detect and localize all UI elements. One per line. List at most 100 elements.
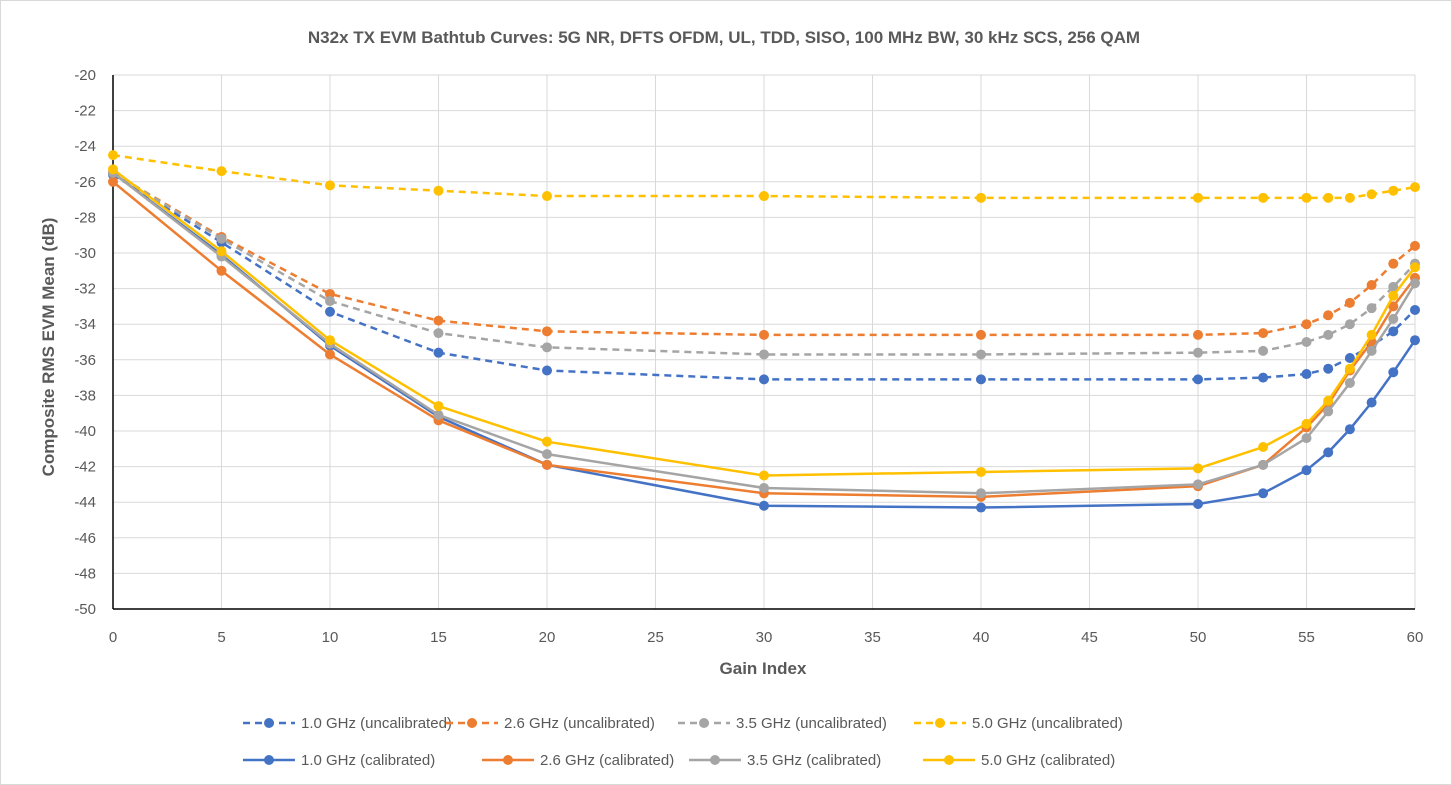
grid: [113, 74, 1416, 610]
data-point: [433, 347, 444, 358]
data-point: [542, 459, 552, 470]
data-point: [1258, 488, 1269, 499]
data-point: [1193, 479, 1203, 490]
y-tick-label: -32: [74, 281, 96, 298]
data-point: [325, 296, 335, 307]
x-axis-title: Gain Index: [720, 659, 807, 678]
data-point: [1366, 280, 1377, 291]
legend-marker: [264, 755, 274, 765]
series-line: [112, 171, 1416, 356]
axes: 0 5 10 15 20 25 30 35 40 45 50 55 60 -50 -48 -46 -44 -42 -…: [74, 67, 1423, 646]
y-axis-title: Composite RMS EVM Mean (dB): [39, 218, 58, 477]
legend-marker: [935, 718, 945, 728]
data-point: [1323, 447, 1334, 458]
data-point: [1344, 377, 1355, 388]
y-tick-label: -28: [74, 209, 96, 226]
data-point: [108, 176, 118, 187]
data-point: [1388, 281, 1399, 292]
legend-item: 5.0 GHz (calibrated): [923, 752, 1115, 769]
data-point: [1388, 185, 1399, 196]
data-point: [1301, 369, 1312, 380]
y-tick-label: -20: [74, 67, 96, 84]
legend-item: 3.5 GHz (uncalibrated): [678, 715, 887, 732]
legend-label: 3.5 GHz (calibrated): [747, 752, 881, 769]
legend-marker: [944, 755, 954, 765]
data-point: [1344, 297, 1355, 308]
series-line: [112, 153, 1416, 200]
series-5-0-ghz-uncalibrated: [108, 150, 1420, 203]
x-tick-label: 10: [322, 629, 339, 646]
data-point: [1301, 337, 1312, 347]
data-point: [759, 349, 769, 360]
data-point: [433, 409, 444, 420]
x-tick-label: 25: [647, 629, 664, 646]
data-point: [1344, 319, 1355, 330]
data-point: [108, 164, 118, 175]
data-point: [1410, 335, 1420, 346]
x-tick-label: 15: [430, 629, 447, 646]
data-point: [976, 466, 986, 477]
data-point: [108, 150, 118, 161]
x-tick-label: 60: [1407, 629, 1424, 646]
data-point: [1388, 258, 1399, 269]
data-point: [1258, 442, 1269, 453]
legend-marker: [699, 718, 709, 728]
y-tick-label: -42: [74, 459, 96, 476]
data-point: [1323, 406, 1334, 417]
data-point: [1388, 313, 1399, 324]
data-point: [1258, 372, 1269, 383]
data-point: [1366, 189, 1377, 200]
data-point: [1301, 433, 1312, 444]
data-point: [216, 233, 227, 244]
data-point: [216, 246, 227, 257]
data-point: [1410, 262, 1420, 273]
legend-label: 2.6 GHz (calibrated): [540, 752, 674, 769]
legend-label: 2.6 GHz (uncalibrated): [504, 715, 655, 732]
x-tick-label: 30: [756, 629, 773, 646]
data-point: [1366, 345, 1377, 356]
data-point: [1410, 278, 1420, 289]
data-point: [325, 306, 335, 317]
data-point: [976, 329, 986, 340]
legend-marker: [503, 755, 513, 765]
data-point: [1410, 304, 1420, 315]
data-point: [1323, 310, 1334, 321]
y-tick-label: -30: [74, 245, 96, 262]
data-point: [759, 482, 769, 493]
y-tick-label: -50: [74, 601, 96, 618]
data-point: [542, 342, 552, 353]
data-point: [1193, 498, 1203, 509]
data-point: [759, 191, 769, 202]
data-point: [976, 502, 986, 513]
legend-item: 3.5 GHz (calibrated): [689, 752, 881, 769]
data-point: [542, 365, 552, 376]
data-point: [542, 436, 552, 447]
legend-marker: [467, 718, 477, 728]
series-3-5-ghz-uncalibrated: [108, 167, 1420, 360]
data-point: [1193, 347, 1203, 358]
x-tick-label: 40: [973, 629, 990, 646]
data-point: [1388, 367, 1399, 378]
legend-item: 1.0 GHz (calibrated): [243, 752, 435, 769]
data-point: [976, 374, 986, 385]
data-point: [1323, 192, 1334, 203]
legend-item: 5.0 GHz (uncalibrated): [914, 715, 1123, 732]
legend-marker: [710, 755, 720, 765]
legend-label: 5.0 GHz (calibrated): [981, 752, 1115, 769]
data-point: [325, 335, 335, 346]
legend-item: 1.0 GHz (uncalibrated): [243, 715, 452, 732]
data-point: [759, 329, 769, 340]
data-point: [542, 191, 552, 202]
legend: 1.0 GHz (uncalibrated) 2.6 GHz (uncalibra…: [243, 715, 1123, 769]
data-point: [1193, 329, 1203, 340]
data-point: [1344, 424, 1355, 435]
data-point: [1344, 363, 1355, 374]
data-point: [1258, 459, 1269, 470]
data-point: [1301, 418, 1312, 429]
data-point: [1344, 192, 1355, 203]
data-point: [325, 288, 335, 299]
x-tick-label: 55: [1298, 629, 1315, 646]
data-point: [1258, 192, 1269, 203]
